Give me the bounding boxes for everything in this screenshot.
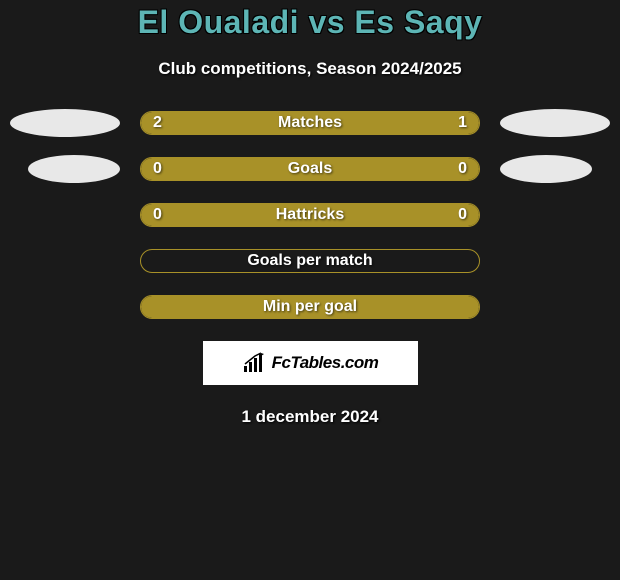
comparison-chart: El Oualadi vs Es Saqy Club competitions,… — [0, 0, 620, 427]
team-marker-right — [500, 109, 610, 137]
stat-label: Matches — [141, 112, 479, 134]
stat-bar: Min per goal — [140, 295, 480, 319]
stats-area: 21Matches 00Goals 00Hattricks Goals per mat… — [0, 111, 620, 319]
fctables-chart-icon — [242, 352, 268, 374]
stat-label: Hattricks — [141, 204, 479, 226]
fctables-logo-box[interactable]: FcTables.com — [203, 341, 418, 385]
stat-label: Min per goal — [141, 296, 479, 318]
fctables-text: FcTables.com — [272, 353, 379, 373]
stat-row: 00Goals — [0, 157, 620, 181]
stat-label: Goals per match — [141, 250, 479, 272]
stat-bar: 00Hattricks — [140, 203, 480, 227]
stat-bar: Goals per match — [140, 249, 480, 273]
stat-row: 00Hattricks — [0, 203, 620, 227]
stat-bar: 00Goals — [140, 157, 480, 181]
chart-subtitle: Club competitions, Season 2024/2025 — [0, 59, 620, 79]
stat-row: Goals per match — [0, 249, 620, 273]
team-marker-right — [500, 155, 592, 183]
chart-date: 1 december 2024 — [0, 407, 620, 427]
stat-row: 21Matches — [0, 111, 620, 135]
team-marker-left — [10, 109, 120, 137]
stat-row: Min per goal — [0, 295, 620, 319]
chart-title: El Oualadi vs Es Saqy — [0, 4, 620, 41]
stat-label: Goals — [141, 158, 479, 180]
team-marker-left — [28, 155, 120, 183]
stat-bar: 21Matches — [140, 111, 480, 135]
